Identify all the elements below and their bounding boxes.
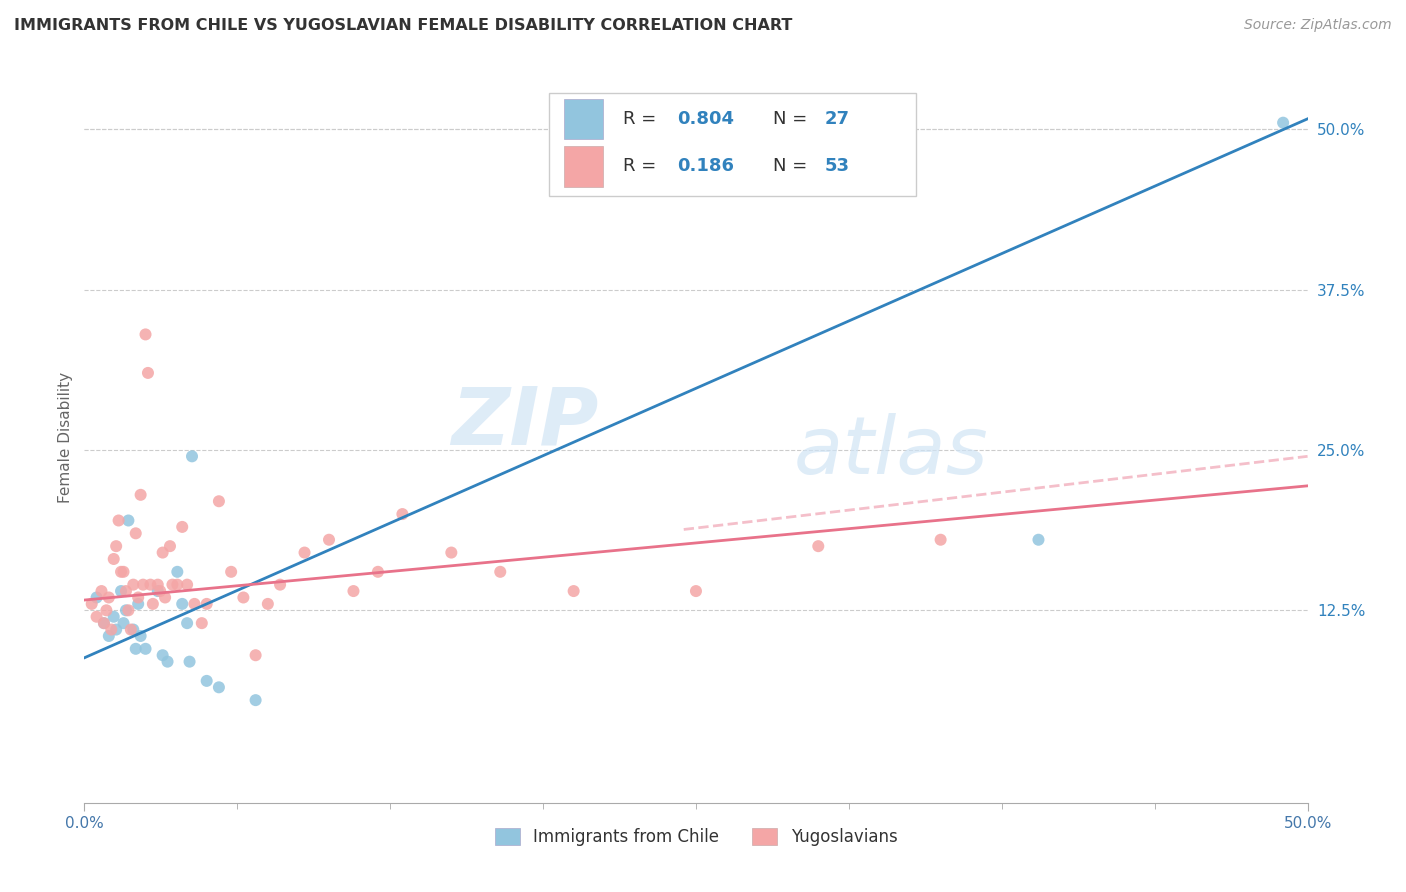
Point <box>152 648 174 663</box>
Point <box>489 565 512 579</box>
Point <box>367 565 389 579</box>
Point <box>117 603 139 617</box>
Point <box>232 591 254 605</box>
Point <box>142 597 165 611</box>
Point <box>342 584 364 599</box>
Point <box>191 616 214 631</box>
Point <box>103 609 125 624</box>
Point <box>127 597 149 611</box>
Point <box>115 584 138 599</box>
Y-axis label: Female Disability: Female Disability <box>58 371 73 503</box>
Point <box>391 507 413 521</box>
Point <box>166 577 188 591</box>
Point <box>929 533 952 547</box>
Point <box>132 577 155 591</box>
Point <box>176 616 198 631</box>
Point <box>97 629 120 643</box>
Point <box>112 565 135 579</box>
Point <box>122 577 145 591</box>
Point <box>127 591 149 605</box>
Point <box>93 616 115 631</box>
Point <box>135 327 157 342</box>
Point <box>318 533 340 547</box>
Point <box>245 648 267 663</box>
Point <box>112 616 135 631</box>
Point <box>257 597 280 611</box>
Text: 53: 53 <box>824 158 849 176</box>
Point <box>86 591 108 605</box>
Point <box>685 584 707 599</box>
Text: R =: R = <box>623 158 668 176</box>
Legend: Immigrants from Chile, Yugoslavians: Immigrants from Chile, Yugoslavians <box>495 828 897 846</box>
Point <box>149 584 172 599</box>
Text: IMMIGRANTS FROM CHILE VS YUGOSLAVIAN FEMALE DISABILITY CORRELATION CHART: IMMIGRANTS FROM CHILE VS YUGOSLAVIAN FEM… <box>14 18 793 33</box>
Bar <box>564 146 603 186</box>
Point <box>107 514 129 528</box>
Point <box>195 597 218 611</box>
Point <box>105 539 128 553</box>
Point <box>208 494 231 508</box>
Text: 0.804: 0.804 <box>678 110 734 128</box>
Point <box>440 545 463 559</box>
Point <box>195 673 218 688</box>
Point <box>105 623 128 637</box>
Point <box>159 539 181 553</box>
Point <box>183 597 205 611</box>
Point <box>156 655 179 669</box>
Bar <box>564 99 603 139</box>
Point <box>129 629 152 643</box>
Point <box>245 693 267 707</box>
Point <box>120 623 142 637</box>
Point <box>125 526 148 541</box>
Point <box>93 616 115 631</box>
Point <box>110 565 132 579</box>
Bar <box>550 94 917 195</box>
Point <box>172 520 194 534</box>
Point <box>153 591 176 605</box>
Point <box>122 623 145 637</box>
Point <box>136 366 159 380</box>
Text: atlas: atlas <box>794 413 988 491</box>
Point <box>80 597 103 611</box>
Text: R =: R = <box>623 110 662 128</box>
Point <box>208 681 231 695</box>
Text: N =: N = <box>773 158 813 176</box>
Point <box>139 577 162 591</box>
Point <box>86 609 108 624</box>
Point <box>1272 116 1295 130</box>
Point <box>110 584 132 599</box>
Point <box>135 641 157 656</box>
Point <box>115 603 138 617</box>
Point <box>90 584 112 599</box>
Point <box>146 584 169 599</box>
Point <box>807 539 830 553</box>
Point <box>166 565 188 579</box>
Point <box>1028 533 1050 547</box>
Point <box>176 577 198 591</box>
Text: ZIP: ZIP <box>451 384 598 461</box>
Point <box>100 623 122 637</box>
Text: Source: ZipAtlas.com: Source: ZipAtlas.com <box>1244 18 1392 32</box>
Point <box>269 577 291 591</box>
Point <box>152 545 174 559</box>
Point <box>179 655 201 669</box>
Point <box>172 597 194 611</box>
Text: 0.186: 0.186 <box>678 158 734 176</box>
Point <box>117 514 139 528</box>
Point <box>162 577 184 591</box>
Point <box>97 591 120 605</box>
Point <box>562 584 585 599</box>
Point <box>125 641 148 656</box>
Point <box>96 603 118 617</box>
Point <box>219 565 242 579</box>
Point <box>146 577 169 591</box>
Text: N =: N = <box>773 110 813 128</box>
Text: 27: 27 <box>824 110 849 128</box>
Point <box>294 545 316 559</box>
Point <box>103 552 125 566</box>
Point <box>181 450 204 464</box>
Point <box>129 488 152 502</box>
